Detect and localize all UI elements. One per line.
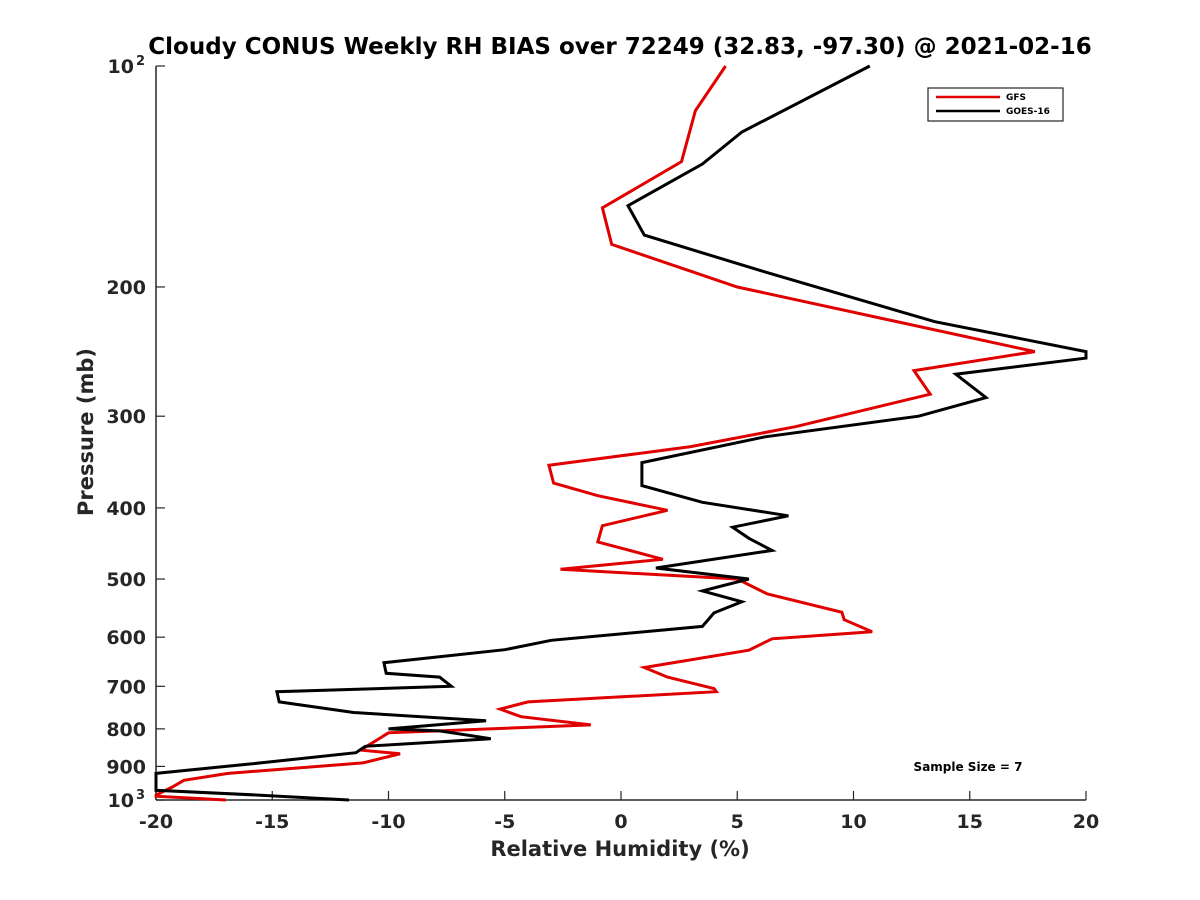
legend-box	[927, 87, 1064, 122]
y-tick-label: 600	[106, 627, 146, 649]
y-tick-label: 900	[106, 756, 146, 778]
x-tick-label: -5	[494, 811, 515, 833]
x-tick-label: 5	[731, 811, 744, 833]
y-tick-label: 500	[106, 569, 146, 591]
y-tick-exponent: 2	[136, 54, 145, 69]
series-line-goes-16	[154, 64, 1088, 802]
y-tick-label: 300	[106, 406, 146, 428]
x-tick-label: 10	[840, 811, 866, 833]
y-tick-label: 10	[108, 790, 134, 812]
data-series	[154, 64, 1088, 802]
legend-label: GOES-16	[1006, 107, 1050, 117]
sample-size-note: Sample Size = 7	[914, 760, 1023, 774]
x-tick-label: 20	[1073, 811, 1099, 833]
y-tick-label: 10	[108, 56, 134, 78]
y-tick-exponent: 3	[136, 788, 145, 803]
x-tick-label: -15	[255, 811, 289, 833]
y-tick-label: 700	[106, 676, 146, 698]
series-line-gfs	[154, 65, 1036, 802]
x-tick-label: -20	[139, 811, 173, 833]
legend: GFS GOES-16	[927, 87, 1064, 122]
x-tick-label: 15	[957, 811, 983, 833]
x-axis-label: Relative Humidity (%)	[490, 837, 749, 861]
legend-label: GFS	[1006, 93, 1026, 103]
y-tick-label: 800	[106, 719, 146, 741]
chart-title: Cloudy CONUS Weekly RH BIAS over 72249 (…	[148, 34, 1091, 60]
y-tick-label: 400	[106, 498, 146, 520]
y-axis-label: Pressure (mb)	[74, 348, 98, 516]
y-tick-label: 200	[106, 277, 146, 299]
x-tick-label: 0	[614, 811, 627, 833]
x-tick-label: -10	[371, 811, 405, 833]
